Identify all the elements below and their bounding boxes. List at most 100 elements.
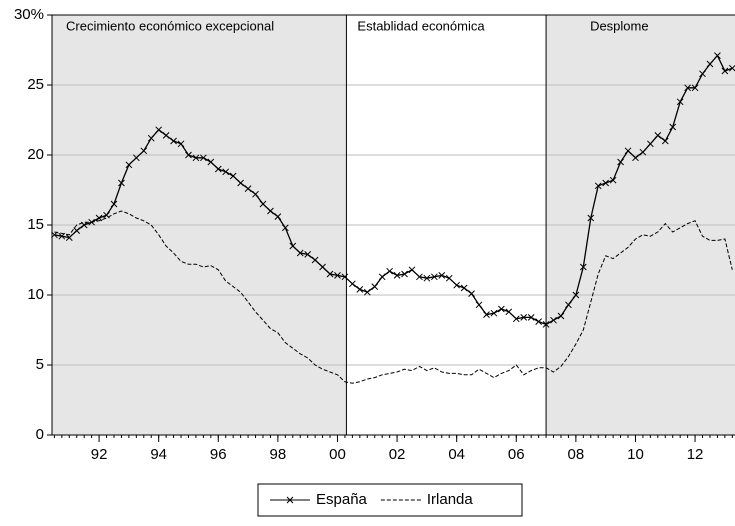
y-tick-label: 25 xyxy=(27,76,44,93)
series-marker xyxy=(274,213,282,220)
series-marker xyxy=(200,154,207,162)
series-marker xyxy=(393,272,401,279)
legend-label: España xyxy=(316,491,368,508)
series-marker xyxy=(252,190,259,198)
series-marker xyxy=(185,151,192,159)
x-tick-label: 08 xyxy=(568,446,585,463)
series-marker xyxy=(535,318,542,325)
series-marker xyxy=(371,283,379,290)
series-marker xyxy=(550,316,557,324)
series-marker xyxy=(468,290,475,297)
period-label: Crecimiento económico excepcional xyxy=(66,18,274,33)
series-marker xyxy=(73,227,81,234)
y-tick-label: 5 xyxy=(36,356,44,373)
series-marker xyxy=(296,249,304,257)
series-marker xyxy=(423,274,431,282)
series-marker xyxy=(326,270,334,278)
series-marker xyxy=(378,273,386,281)
series-marker xyxy=(728,64,735,72)
series-marker xyxy=(177,140,185,148)
series-marker xyxy=(118,179,125,187)
series-marker xyxy=(401,270,408,278)
series-marker xyxy=(542,321,550,328)
series-marker xyxy=(408,266,416,274)
series-marker xyxy=(505,308,513,316)
series-marker xyxy=(281,224,289,232)
series-marker xyxy=(289,242,297,250)
y-tick-label: 0 xyxy=(36,426,44,443)
series-marker xyxy=(572,291,580,299)
series-marker xyxy=(632,154,639,162)
series-line xyxy=(54,210,733,384)
series-marker xyxy=(490,309,498,317)
series-marker xyxy=(110,200,118,208)
x-tick-label: 04 xyxy=(448,446,465,463)
legend: España Irlanda xyxy=(257,483,523,517)
series-marker xyxy=(594,182,602,190)
series-marker xyxy=(714,52,721,59)
series-marker xyxy=(676,98,684,106)
series-marker xyxy=(319,263,326,271)
series-marker xyxy=(661,137,669,145)
x-tick-label: 10 xyxy=(627,446,644,463)
series-marker xyxy=(214,165,222,173)
series-marker xyxy=(222,168,230,176)
series-marker xyxy=(192,154,200,162)
series-marker xyxy=(349,280,356,288)
series-marker xyxy=(244,185,252,192)
series-marker xyxy=(609,176,617,184)
series-marker xyxy=(356,286,364,293)
legend-marker xyxy=(286,496,294,504)
series-marker xyxy=(520,314,528,321)
series-marker xyxy=(557,312,565,320)
series-marker xyxy=(647,140,654,148)
series-marker xyxy=(95,214,103,222)
legend-label: Irlanda xyxy=(427,491,474,508)
series-marker xyxy=(512,315,520,323)
series-marker xyxy=(304,251,312,258)
series-marker xyxy=(475,301,483,309)
series-marker xyxy=(438,272,446,279)
x-tick-label: 96 xyxy=(210,446,227,463)
series-marker xyxy=(699,70,706,78)
series-marker xyxy=(132,154,140,162)
series-marker xyxy=(267,207,274,215)
x-tick-label: 00 xyxy=(329,446,346,463)
series-marker xyxy=(237,179,244,187)
series-marker xyxy=(587,214,595,222)
y-tick-label: 10 xyxy=(27,286,44,303)
series-marker xyxy=(416,273,423,281)
series-marker xyxy=(140,147,148,155)
series-marker xyxy=(147,134,155,142)
y-tick-label: 15 xyxy=(27,216,44,233)
series-marker xyxy=(602,179,610,187)
series-marker xyxy=(445,274,453,282)
series-marker xyxy=(498,305,505,313)
series-marker xyxy=(386,267,393,275)
series-marker xyxy=(721,67,729,75)
series-marker xyxy=(363,288,371,296)
series-marker xyxy=(639,148,647,156)
series-marker xyxy=(669,123,677,131)
series-marker xyxy=(527,314,535,321)
series-marker xyxy=(334,272,341,279)
series-marker xyxy=(654,132,662,139)
series-marker xyxy=(565,301,572,309)
series-marker xyxy=(125,161,133,169)
x-tick-label: 92 xyxy=(91,446,108,463)
y-tick-label: 20 xyxy=(27,146,44,163)
series-marker xyxy=(170,137,177,145)
series-marker xyxy=(311,256,319,264)
series-marker xyxy=(341,273,349,281)
series-marker xyxy=(684,84,691,92)
series-marker xyxy=(460,284,468,292)
x-tick-label: 12 xyxy=(687,446,704,463)
series-marker xyxy=(155,126,163,134)
series-marker xyxy=(453,281,461,289)
series-marker xyxy=(229,172,237,180)
x-tick-label: 02 xyxy=(389,446,406,463)
series-marker xyxy=(706,60,714,68)
series-marker xyxy=(617,158,624,166)
